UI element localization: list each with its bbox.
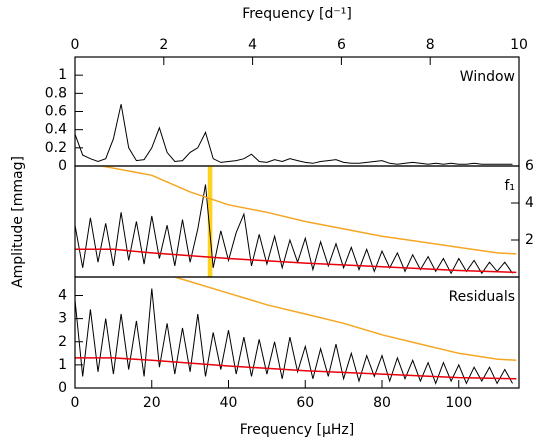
x2-tick-label: 2 bbox=[159, 37, 168, 53]
spectrum-line bbox=[74, 288, 513, 385]
spectrum-line bbox=[75, 248, 517, 274]
x-tick-label: 80 bbox=[373, 395, 391, 411]
y-tick-label: 6 bbox=[525, 158, 534, 174]
y-tick-label: 0 bbox=[58, 158, 67, 174]
x-tick-label: 100 bbox=[445, 395, 472, 411]
y-tick-label: 0.2 bbox=[45, 140, 67, 156]
y-tick-label: 4 bbox=[58, 288, 67, 304]
y-tick-label: 1 bbox=[58, 357, 67, 373]
x2-tick-label: 4 bbox=[248, 37, 257, 53]
x-tick-label: 60 bbox=[296, 395, 314, 411]
y-tick-label: 0.8 bbox=[45, 85, 67, 101]
highlight-band bbox=[207, 166, 213, 277]
y-tick-label: 4 bbox=[525, 195, 534, 211]
x2-axis-label: Frequency [d⁻¹] bbox=[242, 6, 352, 22]
x2-tick-label: 0 bbox=[71, 37, 80, 53]
panel-frame bbox=[74, 56, 520, 167]
x-tick-label: 20 bbox=[143, 395, 161, 411]
y-tick-label: 0.4 bbox=[45, 122, 67, 138]
x2-tick-label: 6 bbox=[337, 37, 346, 53]
y-tick-label: 1 bbox=[58, 67, 67, 83]
x2-tick-label: 10 bbox=[510, 37, 528, 53]
spectrum-line bbox=[101, 165, 517, 255]
x-tick-label: 0 bbox=[71, 395, 80, 411]
y-axis-label: Amplitude [mmag] bbox=[10, 156, 26, 288]
x-axis-label: Frequency [μHz] bbox=[240, 422, 354, 438]
y-tick-label: 0 bbox=[58, 380, 67, 396]
panel-label: Residuals bbox=[449, 289, 515, 305]
panel-label: Window bbox=[460, 69, 515, 85]
y-tick-label: 2 bbox=[58, 334, 67, 350]
x-tick-label: 40 bbox=[220, 395, 238, 411]
x2-tick-label: 8 bbox=[426, 37, 435, 53]
panel-label: f₁ bbox=[504, 178, 515, 194]
spectrum-line bbox=[74, 184, 513, 275]
spectrum-line bbox=[174, 276, 517, 362]
spectrum-line bbox=[74, 104, 513, 165]
panel-frame bbox=[74, 276, 520, 389]
y-tick-label: 0.6 bbox=[45, 104, 67, 120]
y-tick-label: 2 bbox=[525, 232, 534, 248]
y-tick-label: 3 bbox=[58, 311, 67, 327]
spectrum-line bbox=[75, 357, 517, 380]
